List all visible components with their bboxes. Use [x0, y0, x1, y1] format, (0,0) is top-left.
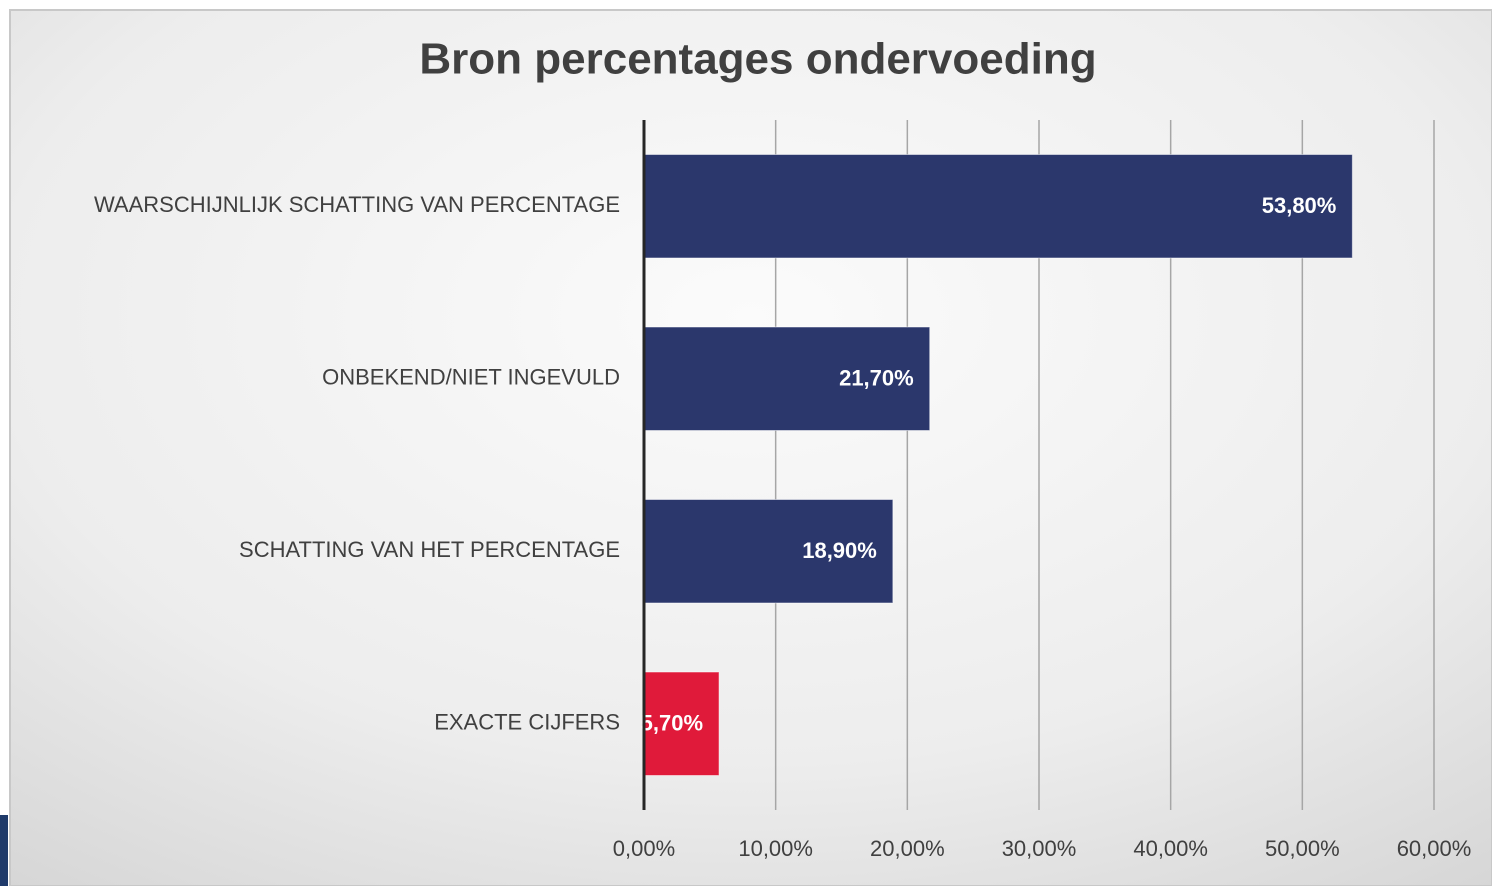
x-tick-label: 60,00% — [1397, 836, 1472, 861]
plot-area: 0,00% 10,00% 20,00% 30,00% 40,00% 50,00% 60,00… — [94, 120, 1471, 861]
data-label: 53,80% — [1262, 193, 1337, 218]
bar — [643, 671, 720, 776]
chart-title: Bron percentages ondervoeding — [419, 35, 1096, 84]
y-tick-label: ONBEKEND/NIET INGEVULD — [322, 365, 620, 390]
y-tick-label: EXACTE CIJFERS — [434, 710, 620, 735]
x-tick-label: 40,00% — [1133, 836, 1208, 861]
bar — [643, 326, 931, 431]
x-tick-label: 50,00% — [1265, 836, 1340, 861]
x-tick-label: 0,00% — [613, 836, 675, 861]
x-tick-label: 30,00% — [1002, 836, 1077, 861]
y-tick-label: SCHATTING VAN HET PERCENTAGE — [239, 537, 620, 562]
data-label: 18,90% — [802, 538, 877, 563]
y-tick-label: WAARSCHIJNLIJK SCHATTING VAN PERCENTAGE — [94, 192, 620, 217]
chart-background — [9, 9, 1492, 886]
x-tick-label: 10,00% — [738, 836, 813, 861]
x-tick-label: 20,00% — [870, 836, 945, 861]
data-label: 5,70% — [641, 711, 703, 736]
bar — [643, 154, 1353, 259]
bar — [643, 499, 894, 604]
data-label: 21,70% — [839, 366, 914, 391]
decoration-strip — [0, 815, 8, 886]
